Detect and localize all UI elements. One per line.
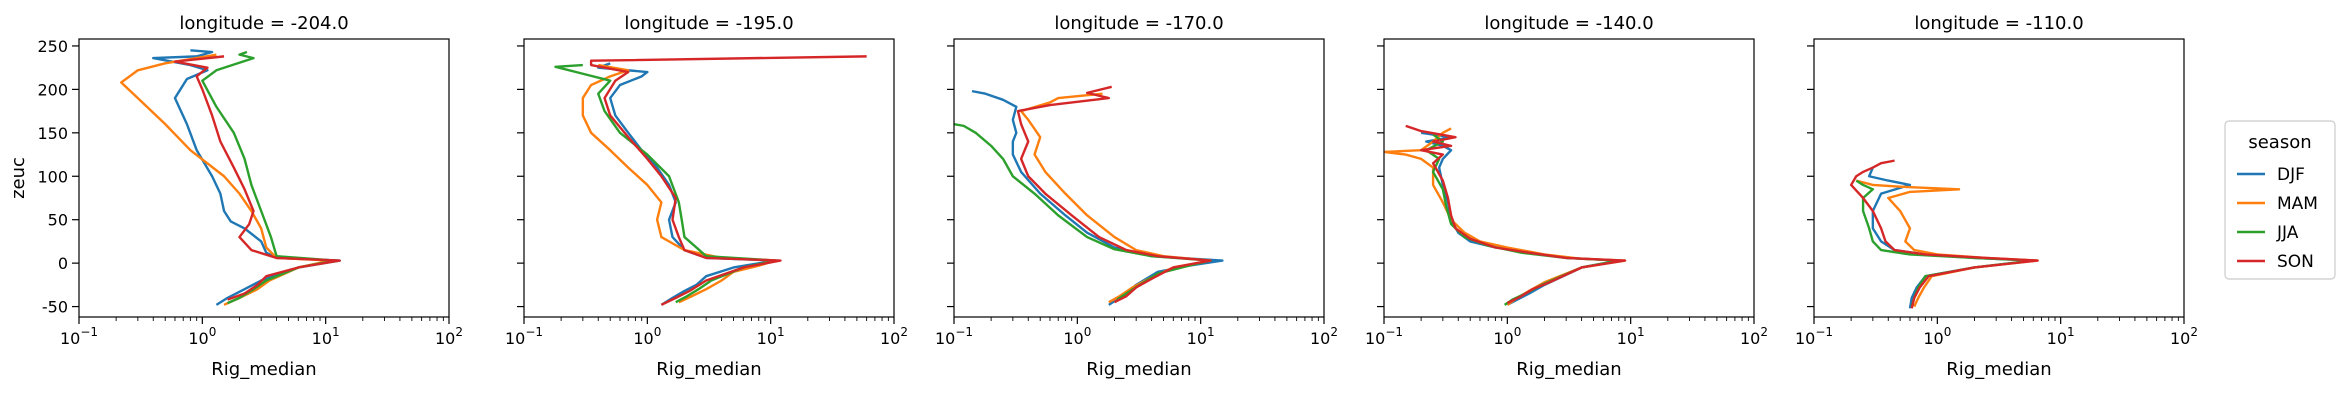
x-axis-label: Rig_median xyxy=(1946,359,2051,380)
axes-frame xyxy=(953,38,1325,318)
y-tick-label: 100 xyxy=(37,167,68,186)
x-tick-label: 102 xyxy=(435,325,463,348)
series-line-son xyxy=(1405,124,1627,305)
legend-label-jja: JJA xyxy=(2276,223,2299,243)
panel-2: longitude = -170.0 10−1 100 101 102 Rig_media… xyxy=(935,13,1338,380)
panel-3: longitude = -140.0 10−1 100 101 102 Rig_media… xyxy=(1365,13,1768,380)
panel-0: longitude = -204.0 10−1 100 101 102 -50 0 50 100… xyxy=(8,13,463,380)
x-tick-label: 10−1 xyxy=(1365,325,1403,348)
series-line-mam xyxy=(581,63,777,304)
x-tick-label: 10−1 xyxy=(60,325,98,348)
x-tick-label: 100 xyxy=(1493,325,1521,348)
x-tick-label: 100 xyxy=(1063,325,1091,348)
y-tick-label: -50 xyxy=(42,298,68,317)
x-tick-label: 10−1 xyxy=(505,325,543,348)
series-line-son xyxy=(173,55,341,301)
panel-title: longitude = -140.0 xyxy=(1484,13,1653,34)
chart-panels: longitude = -204.0 10−1 100 101 102 -50 0 50 100… xyxy=(8,13,2198,380)
panel-4: longitude = -110.0 10−1 100 101 102 Rig_media… xyxy=(1795,13,2198,380)
axes-frame xyxy=(1383,38,1755,318)
axes-frame xyxy=(78,38,450,318)
axes-frame xyxy=(1813,38,2185,318)
y-tick-label: 200 xyxy=(37,80,68,99)
series-line-son xyxy=(589,55,867,306)
panel-title: longitude = -195.0 xyxy=(624,13,793,34)
series-line-son xyxy=(1849,159,2039,309)
x-tick-label: 102 xyxy=(1310,325,1338,348)
y-axis-label: zeuc xyxy=(8,157,29,199)
series-line-mam xyxy=(1855,179,2039,308)
series-line-jja xyxy=(554,63,777,304)
legend-label-djf: DJF xyxy=(2277,165,2305,185)
x-tick-label: 101 xyxy=(1617,325,1645,348)
panel-1: longitude = -195.0 10−1 100 101 102 Rig_media… xyxy=(505,13,908,380)
x-tick-label: 101 xyxy=(757,325,785,348)
y-tick-label: 250 xyxy=(37,37,68,56)
x-axis-label: Rig_median xyxy=(1516,359,1621,380)
series-line-jja xyxy=(1425,133,1620,306)
legend-box xyxy=(2224,120,2336,280)
legend-label-mam: MAM xyxy=(2277,194,2318,214)
x-tick-label: 10−1 xyxy=(935,325,973,348)
series-line-djf xyxy=(971,89,1224,306)
panel-title: longitude = -170.0 xyxy=(1054,13,1223,34)
x-tick-label: 101 xyxy=(312,325,340,348)
x-axis-label: Rig_median xyxy=(1086,359,1191,380)
series-line-son xyxy=(1016,85,1212,304)
x-tick-label: 102 xyxy=(880,325,908,348)
series-line-jja xyxy=(201,50,337,305)
series-line-jja xyxy=(1855,179,2035,307)
x-tick-label: 101 xyxy=(2047,325,2075,348)
x-tick-label: 102 xyxy=(2170,325,2198,348)
x-axis-label: Rig_median xyxy=(656,359,761,380)
series-line-djf xyxy=(152,49,341,306)
x-tick-label: 10−1 xyxy=(1795,325,1833,348)
y-tick-label: 150 xyxy=(37,124,68,143)
panel-title: longitude = -204.0 xyxy=(179,13,348,34)
y-tick-label: 50 xyxy=(48,211,68,230)
x-tick-label: 101 xyxy=(1187,325,1215,348)
x-tick-label: 100 xyxy=(188,325,216,348)
x-tick-label: 100 xyxy=(633,325,661,348)
legend: season DJF MAM JJA SON xyxy=(2224,120,2336,280)
x-tick-label: 100 xyxy=(1923,325,1951,348)
x-tick-label: 102 xyxy=(1740,325,1768,348)
legend-label-son: SON xyxy=(2277,252,2314,272)
y-tick-label: 0 xyxy=(58,254,68,273)
series-line-mam xyxy=(1384,127,1627,306)
legend-title: season xyxy=(2248,132,2311,153)
x-axis-label: Rig_median xyxy=(211,359,316,380)
axes-frame xyxy=(523,38,895,318)
panel-title: longitude = -110.0 xyxy=(1914,13,2083,34)
